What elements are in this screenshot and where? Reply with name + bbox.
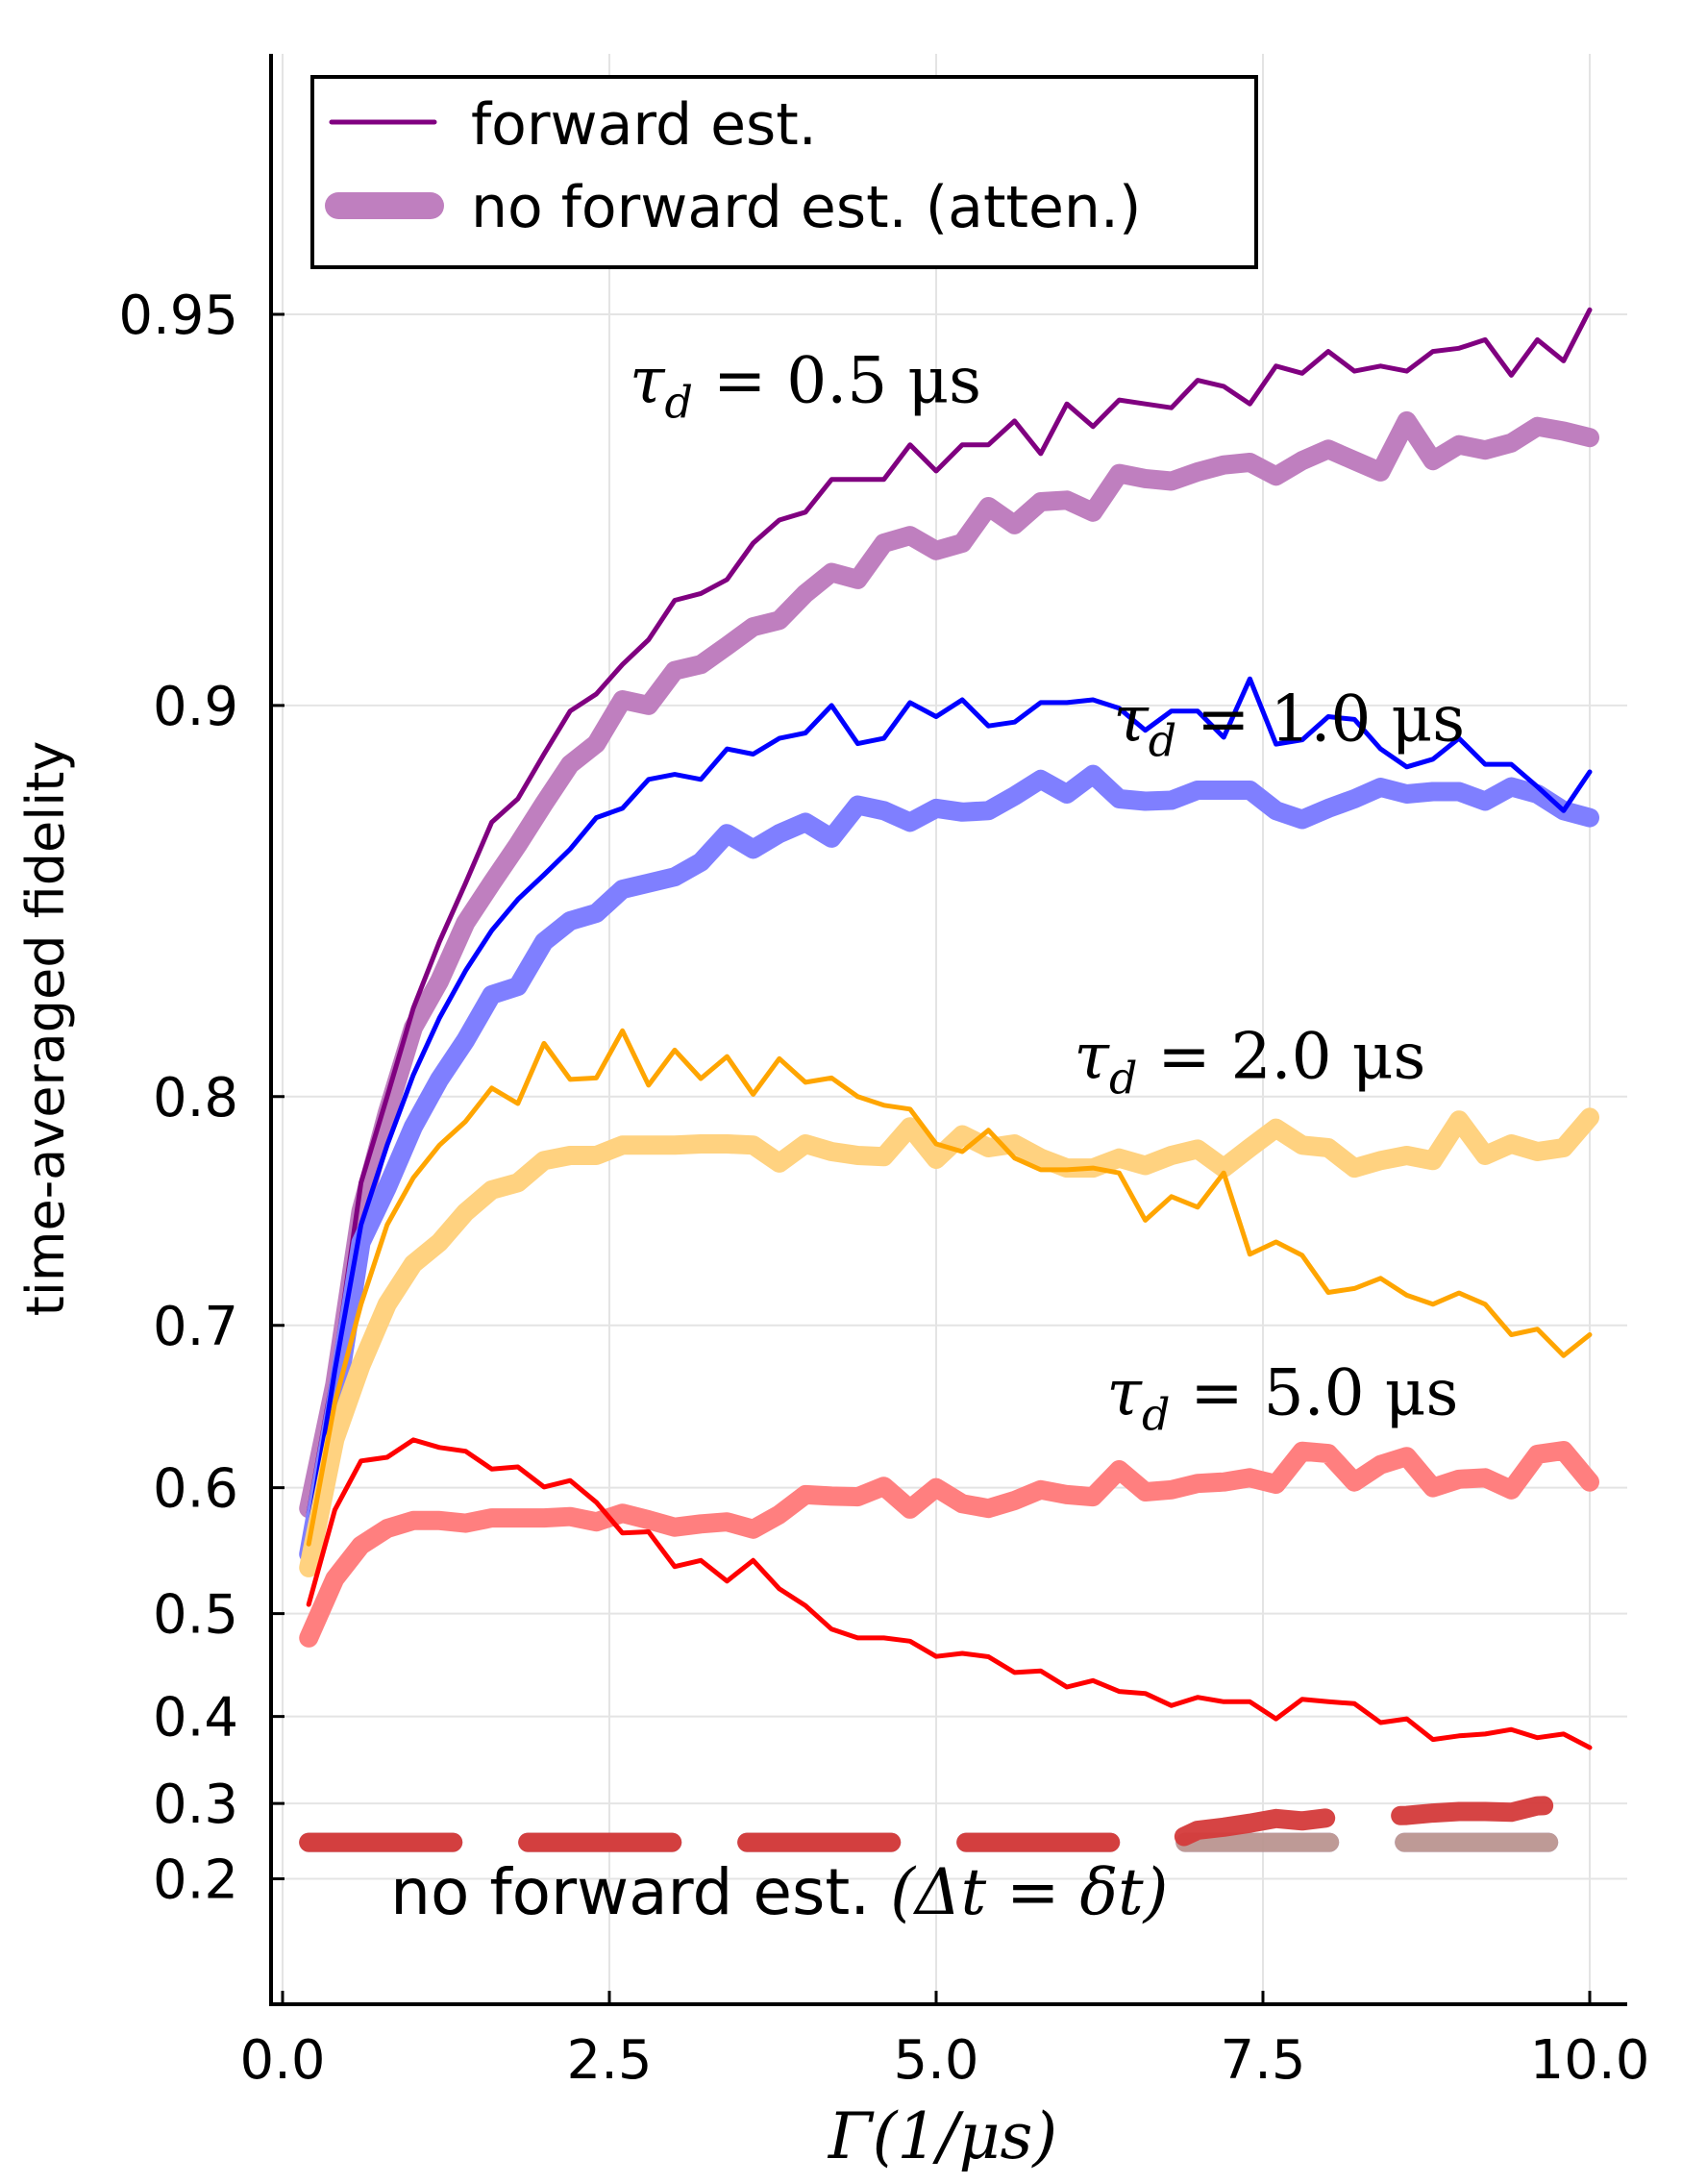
legend-label-forward: forward est. [471, 91, 817, 159]
y-tick-label: 0.8 [153, 1067, 238, 1129]
series-thin-tau-1 [306, 676, 1593, 1538]
series-dashed-tau-5 [299, 1794, 1599, 1852]
series-line [306, 307, 1593, 1515]
ticks: 0.0 2.5 5.0 7.5 10.0 0.2 0.3 0.4 0.5 0.6 0.7 0.8 0.9… [118, 285, 1649, 2092]
annotations: τd = 0.5 μs τd = 1.0 μs τd = 2.0 μs τd = 5.… [390, 344, 1465, 1929]
series-line [306, 676, 1593, 1538]
annotation-tau-label: τd = 5.0 μs [1106, 1356, 1458, 1441]
series-line [306, 1028, 1593, 1547]
series-line [299, 1441, 1599, 1648]
y-tick-label: 0.7 [153, 1296, 238, 1358]
y-axis-label: time-averaged fidelity [15, 741, 76, 1317]
series-line [299, 410, 1599, 1519]
series-thick-tau-5 [299, 1441, 1599, 1648]
y-tick-label: 0.6 [153, 1458, 238, 1521]
y-tick-label: 0.95 [118, 285, 238, 347]
annotation-tau-label: τd = 2.0 μs [1074, 1020, 1425, 1104]
y-tick-label: 0.4 [153, 1687, 238, 1750]
y-tick-label: 0.2 [153, 1849, 238, 1912]
y-tick-label: 0.5 [153, 1584, 238, 1647]
series-layer [299, 307, 1599, 1852]
x-tick-label: 2.5 [566, 2029, 652, 2092]
series-thin-tau-5 [306, 1437, 1593, 1750]
series-line [306, 1437, 1593, 1750]
series-thin-tau-0.5 [306, 307, 1593, 1515]
legend-label-no-forward-atten: no forward est. (atten.) [471, 174, 1141, 241]
y-tick-label: 0.3 [153, 1774, 238, 1836]
x-tick-label: 5.0 [893, 2029, 978, 2092]
x-axis-label: Γ(1/μs) [827, 2099, 1057, 2173]
y-tick-label: 0.9 [153, 676, 238, 738]
legend: forward est. no forward est. (atten.) [310, 75, 1258, 269]
annotation-tau-label: τd = 1.0 μs [1113, 682, 1465, 766]
axes [269, 54, 1627, 2006]
series-line [299, 1794, 1599, 1852]
series-line [299, 764, 1599, 1564]
x-tick-label: 7.5 [1220, 2029, 1305, 2092]
series-thick-tau-0.5 [299, 410, 1599, 1519]
series-thick-tau-1 [299, 764, 1599, 1564]
annotation-tau-label: τd = 0.5 μs [630, 344, 981, 429]
legend-box [310, 75, 1258, 269]
series-thin-tau-2 [306, 1028, 1593, 1547]
annotation-no-forward-baseline: no forward est. (Δt = δt) [390, 1855, 1168, 1929]
x-tick-label: 0.0 [239, 2029, 325, 2092]
x-tick-label: 10.0 [1530, 2029, 1650, 2092]
